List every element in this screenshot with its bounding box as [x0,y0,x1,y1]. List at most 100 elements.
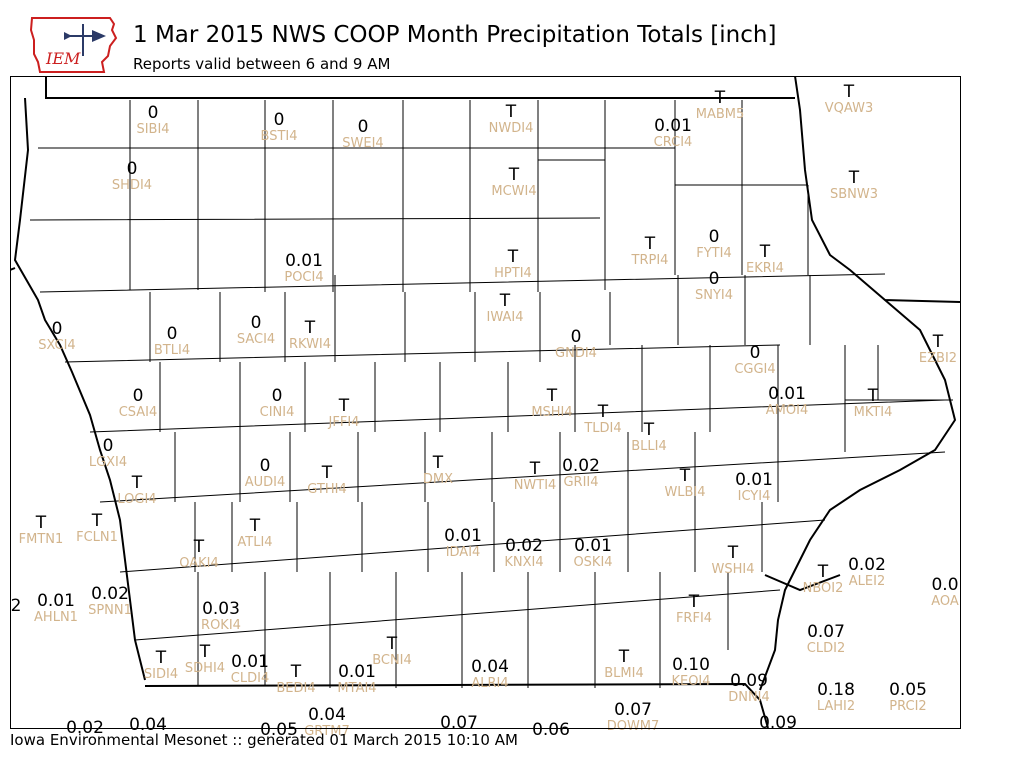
edge-precip-value: 0.06 [532,720,570,740]
precip-value: 0.07 [807,622,845,642]
edge-precip-value: 0.04 [129,715,167,735]
station-id-label: ALRI4 [471,676,508,691]
precip-value: T [321,463,333,483]
precip-value: T [618,647,630,667]
station-id-label: FCLN1 [76,530,118,545]
county-boundaries [29,100,953,688]
precip-value: T [290,662,302,682]
station-id-label: SHDI4 [112,178,152,193]
station-id-label: MABM5 [696,107,745,122]
station-id-label: WSHI4 [712,562,755,577]
precip-value: T [304,318,316,338]
map-title: 1 Mar 2015 NWS COOP Month Precipitation … [133,22,777,48]
station-id-label: CLDI4 [231,671,269,686]
station-id-label: IWAI4 [487,310,524,325]
station-id-label: SIBI4 [136,122,169,137]
station-id-label: DNNI4 [728,690,770,705]
precip-value: T [843,82,855,102]
station-id-label: SNYI4 [695,288,733,303]
precip-value: T [35,513,47,533]
station-id-label: NBOI2 [803,581,844,596]
station-id-label: OSKI4 [573,555,612,570]
precip-value: T [199,642,211,662]
station-id-label: ROKI4 [201,618,241,633]
precip-value: T [679,466,691,486]
station-id-label: BLMI4 [604,666,643,681]
station-id-label: LAHI2 [817,699,855,714]
precip-value: T [848,168,860,188]
station-id-label: LGXI4 [89,455,127,470]
edge-precip-value: 2 [11,596,22,616]
precip-value: 0.02 [91,584,129,604]
precip-value: 0.01 [768,384,806,404]
precip-value: T [505,102,517,122]
station-id-label: IDAI4 [446,545,481,560]
station-id-label: ALEI2 [849,574,885,589]
precip-value: T [867,386,879,406]
station-id-label: FMTN1 [19,532,64,547]
precip-value: 0.01 [37,591,75,611]
station-id-label: SACI4 [237,332,275,347]
precip-value: T [597,402,609,422]
precip-value: 0.0 [931,575,958,595]
precip-value: 0 [272,386,283,406]
station-id-label: CINI4 [260,405,295,420]
precip-value: T [714,88,726,108]
station-id-label: NWDI4 [489,121,534,136]
station-id-label: FRFI4 [676,611,712,626]
precip-value: 0.09 [730,671,768,691]
precip-value: 0 [133,386,144,406]
station-id-label: TLDI4 [583,421,621,436]
station-id-label: SPNN1 [88,603,132,618]
precip-value: 0 [709,269,720,289]
precip-value: 0 [750,343,761,363]
precip-value: T [249,516,261,536]
precip-value: T [817,562,829,582]
logo-text: IEM [45,49,81,68]
station-id-label: FYTI4 [696,246,731,261]
station-id-label: RKWI4 [289,337,331,352]
station-id-label: OAKI4 [179,556,219,571]
precip-value: 0 [571,327,582,347]
precip-value: 0.02 [505,536,543,556]
station-id-label: PRCI2 [889,699,926,714]
precip-value: 0.01 [338,662,376,682]
station-id-label: POCI4 [284,270,323,285]
precip-value: T [688,592,700,612]
precip-value: 0.02 [848,555,886,575]
station-id-label: AHLN1 [34,610,78,625]
precip-value: T [529,459,541,479]
station-id-label: AOA [931,594,959,609]
station-id-label: SXCI4 [38,338,75,353]
precip-value: 0 [260,456,271,476]
